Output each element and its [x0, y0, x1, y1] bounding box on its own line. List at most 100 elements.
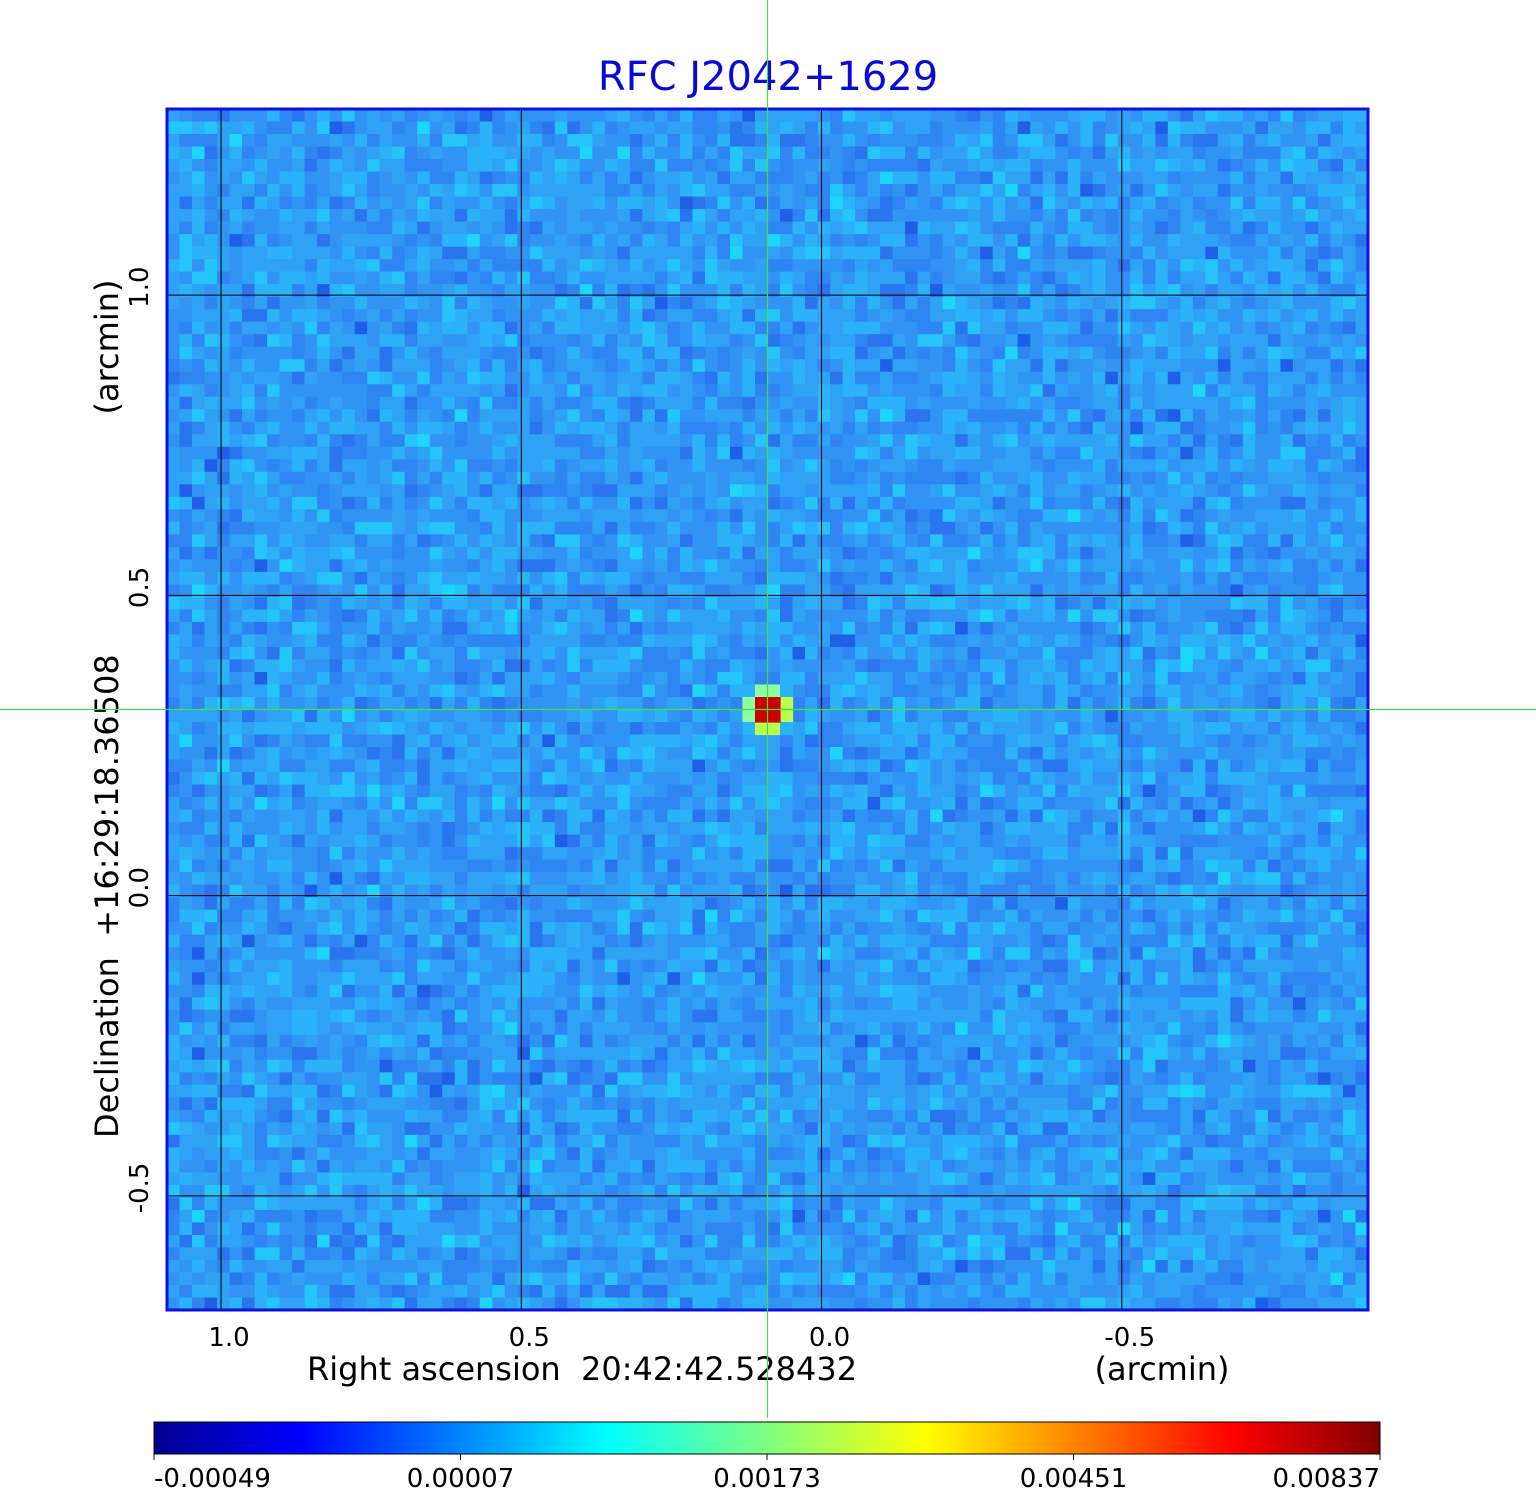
- noise-pixel: [692, 784, 706, 798]
- noise-pixel: [805, 259, 819, 273]
- noise-pixel: [354, 571, 368, 585]
- noise-pixel: [454, 1284, 468, 1299]
- noise-pixel: [442, 809, 456, 823]
- noise-pixel: [354, 384, 368, 398]
- noise-pixel: [754, 259, 769, 273]
- noise-pixel: [742, 159, 756, 173]
- noise-pixel: [742, 546, 756, 560]
- noise-pixel: [167, 184, 181, 198]
- noise-pixel: [467, 1022, 481, 1036]
- noise-pixel: [579, 1147, 593, 1161]
- noise-pixel: [392, 621, 406, 636]
- noise-pixel: [592, 1159, 606, 1173]
- noise-pixel: [179, 922, 193, 936]
- noise-pixel: [542, 822, 556, 836]
- noise-pixel: [317, 1034, 331, 1048]
- noise-pixel: [317, 922, 331, 936]
- noise-pixel: [317, 259, 331, 273]
- noise-pixel: [404, 909, 418, 923]
- noise-pixel: [679, 922, 694, 936]
- noise-pixel: [254, 684, 268, 698]
- noise-pixel: [642, 596, 656, 611]
- noise-pixel: [780, 734, 794, 748]
- noise-pixel: [617, 1047, 631, 1061]
- noise-pixel: [367, 646, 381, 661]
- noise-pixel: [529, 1072, 543, 1086]
- noise-pixel: [454, 1159, 468, 1173]
- noise-pixel: [667, 684, 681, 698]
- noise-pixel: [204, 221, 218, 235]
- noise-pixel: [217, 459, 231, 473]
- noise-pixel: [192, 847, 206, 861]
- noise-pixel: [554, 1097, 568, 1111]
- noise-pixel: [367, 521, 381, 535]
- noise-pixel: [167, 959, 181, 973]
- noise-pixel: [279, 509, 293, 523]
- noise-pixel: [229, 146, 243, 160]
- noise-pixel: [379, 309, 393, 323]
- noise-pixel: [217, 321, 231, 335]
- noise-pixel: [780, 759, 794, 773]
- noise-pixel: [229, 221, 243, 235]
- noise-pixel: [717, 509, 731, 523]
- noise-pixel: [629, 346, 643, 360]
- noise-pixel: [579, 259, 593, 273]
- noise-pixel: [717, 984, 731, 998]
- noise-pixel: [579, 409, 593, 423]
- noise-pixel: [379, 822, 393, 836]
- noise-pixel: [217, 121, 231, 135]
- noise-pixel: [379, 246, 393, 260]
- noise-pixel: [279, 334, 293, 348]
- noise-pixel: [492, 121, 506, 135]
- noise-pixel: [667, 1197, 681, 1211]
- noise-pixel: [717, 109, 731, 123]
- noise-pixel: [292, 446, 306, 460]
- noise-pixel: [267, 1109, 281, 1123]
- noise-pixel: [604, 259, 618, 273]
- noise-pixel: [704, 521, 719, 535]
- noise-pixel: [192, 321, 206, 335]
- noise-pixel: [692, 209, 706, 223]
- noise-pixel: [604, 1084, 618, 1098]
- noise-pixel: [204, 822, 218, 836]
- noise-pixel: [254, 1259, 268, 1274]
- noise-pixel: [442, 384, 456, 398]
- noise-pixel: [604, 897, 618, 911]
- noise-pixel: [592, 1084, 606, 1098]
- noise-pixel: [805, 546, 819, 560]
- noise-pixel: [279, 571, 293, 585]
- noise-pixel: [342, 259, 356, 273]
- noise-pixel: [542, 1222, 556, 1236]
- noise-pixel: [304, 534, 318, 548]
- noise-pixel: [392, 596, 406, 611]
- noise-pixel: [417, 859, 431, 873]
- noise-pixel: [542, 146, 556, 160]
- noise-pixel: [767, 546, 781, 560]
- noise-pixel: [354, 1072, 368, 1086]
- noise-pixel: [729, 584, 744, 598]
- noise-pixel: [192, 872, 206, 886]
- noise-pixel: [167, 897, 181, 911]
- noise-pixel: [467, 1134, 481, 1148]
- noise-pixel: [767, 1097, 781, 1111]
- noise-pixel: [780, 834, 794, 848]
- noise-pixel: [792, 1047, 806, 1061]
- noise-pixel: [267, 121, 281, 135]
- noise-pixel: [542, 897, 556, 911]
- noise-pixel: [479, 659, 493, 673]
- noise-pixel: [217, 1172, 231, 1186]
- noise-pixel: [754, 396, 769, 410]
- noise-pixel: [267, 722, 281, 736]
- noise-pixel: [729, 1222, 744, 1236]
- noise-pixel: [529, 797, 543, 811]
- noise-pixel: [354, 596, 368, 611]
- noise-pixel: [354, 546, 368, 560]
- noise-pixel: [554, 922, 568, 936]
- noise-pixel: [692, 1059, 706, 1073]
- noise-pixel: [742, 284, 756, 298]
- noise-pixel: [805, 696, 819, 711]
- noise-pixel: [479, 772, 493, 786]
- noise-pixel: [329, 621, 343, 636]
- noise-pixel: [617, 509, 631, 523]
- noise-pixel: [467, 684, 481, 698]
